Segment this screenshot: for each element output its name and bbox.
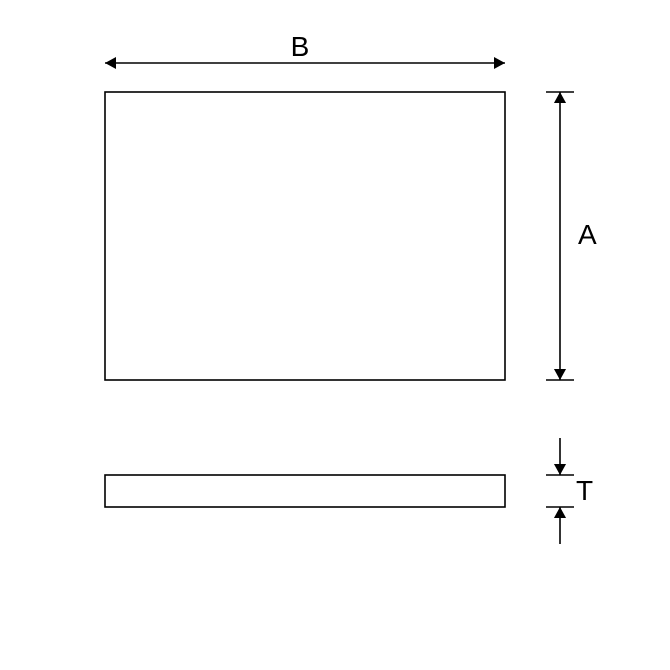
dim-a-label: A <box>578 219 597 250</box>
dimension-diagram: B A T <box>0 0 670 670</box>
dim-b-label: B <box>291 31 310 62</box>
dim-t-label: T <box>576 475 593 506</box>
